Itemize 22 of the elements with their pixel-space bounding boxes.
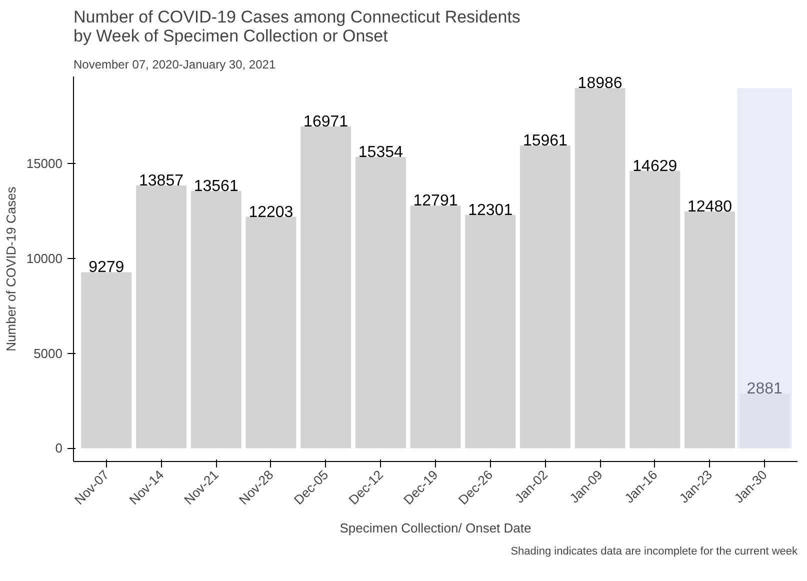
y-tick-label: 15000 bbox=[26, 156, 63, 172]
y-tick-label: 5000 bbox=[34, 346, 62, 361]
data-label: 12480 bbox=[687, 198, 732, 216]
data-label: 12791 bbox=[413, 192, 458, 210]
data-label: 14629 bbox=[632, 158, 678, 175]
y-tick-label: 10000 bbox=[26, 251, 63, 266]
data-label: 2881 bbox=[746, 380, 782, 398]
data-label: 13561 bbox=[194, 178, 238, 196]
data-label: 9279 bbox=[88, 259, 124, 276]
y-axis-title: Number of COVID-19 Cases bbox=[3, 186, 18, 352]
data-label: 16971 bbox=[304, 113, 348, 130]
data-label: 12301 bbox=[468, 202, 513, 219]
y-tick-label: 0 bbox=[55, 440, 63, 456]
chart-title: Number of COVID-19 Cases among Connecticut Residents by Week of Specimen Collection or Onset bbox=[74, 8, 520, 46]
x-axis-title: Specimen Collection/ Onset Date bbox=[340, 520, 532, 536]
data-label: 18986 bbox=[578, 75, 622, 92]
text: Shading indicates data are incomplete for the current week bbox=[510, 546, 798, 558]
data-label: 15354 bbox=[358, 144, 403, 162]
data-label: 12203 bbox=[248, 204, 294, 221]
data-label: 15961 bbox=[522, 132, 568, 150]
data-label: 13857 bbox=[139, 172, 184, 190]
chart-subtitle: November 07, 2020-January 30, 2021 bbox=[74, 58, 276, 72]
